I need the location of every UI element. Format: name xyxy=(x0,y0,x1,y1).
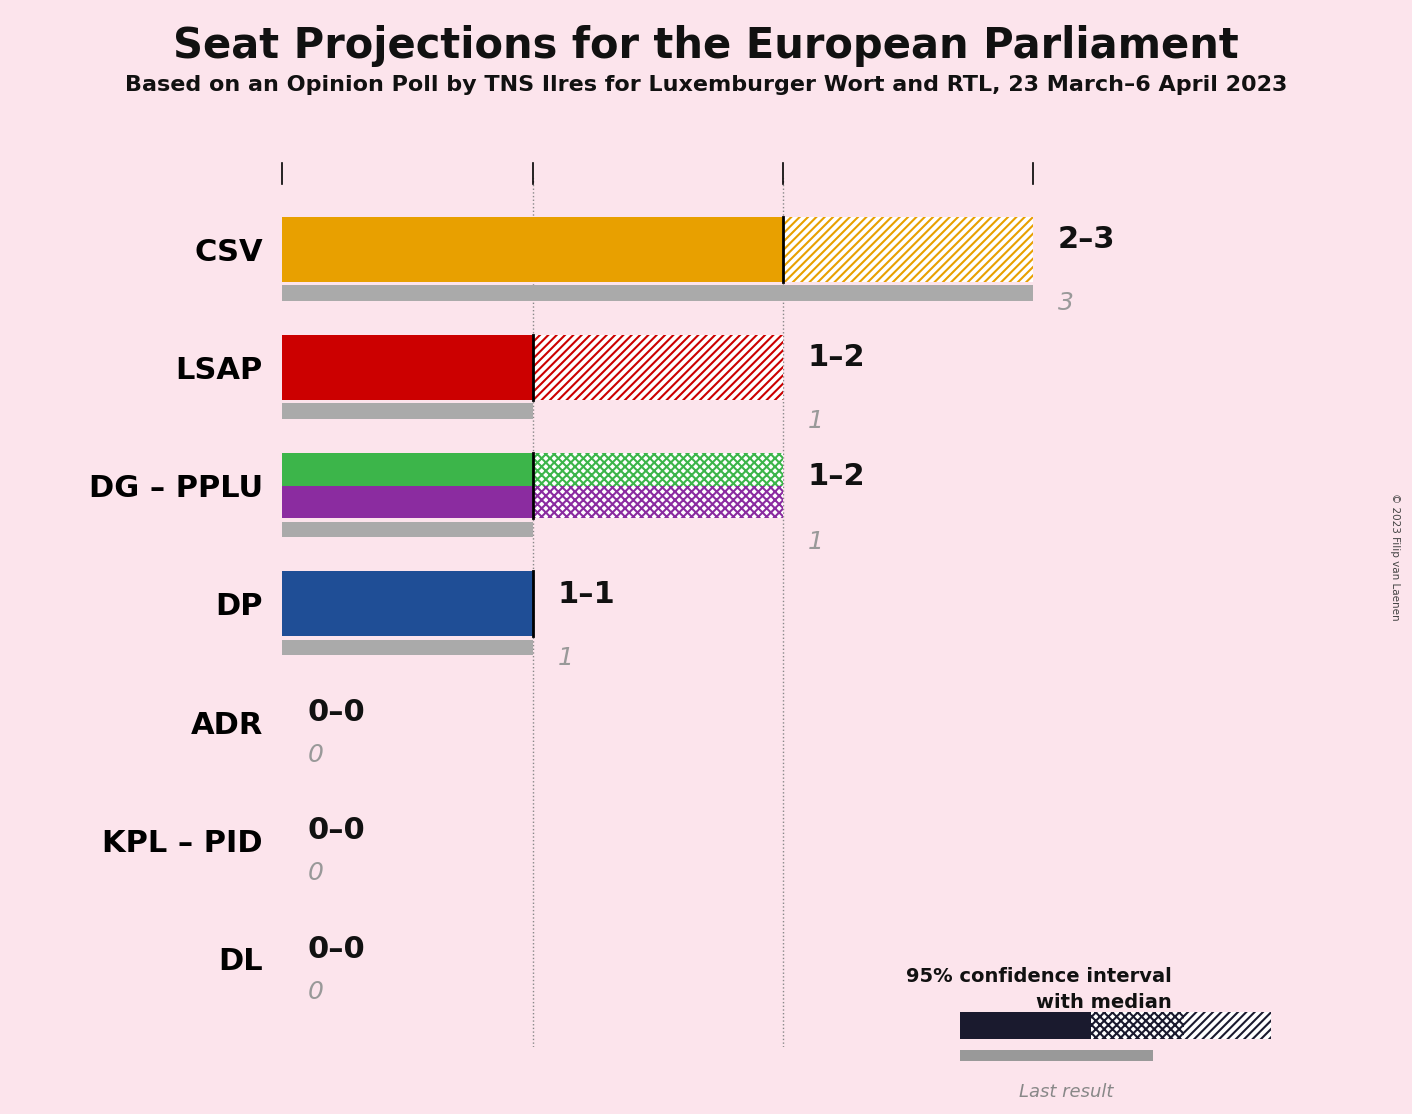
Text: 0–0: 0–0 xyxy=(308,935,366,964)
Bar xyxy=(1090,1012,1183,1039)
Bar xyxy=(532,453,782,486)
Bar xyxy=(532,486,782,518)
Bar xyxy=(532,453,782,486)
Bar xyxy=(282,335,532,400)
Text: Based on an Opinion Poll by TNS Ilres for Luxemburger Wort and RTL, 23 March–6 A: Based on an Opinion Poll by TNS Ilres fo… xyxy=(124,75,1288,95)
Bar xyxy=(532,486,782,518)
Text: 1–2: 1–2 xyxy=(808,461,866,490)
Bar xyxy=(1090,1012,1183,1039)
Text: 95% confidence interval: 95% confidence interval xyxy=(907,967,1172,986)
Text: with median: with median xyxy=(1036,993,1172,1012)
Text: 2–3: 2–3 xyxy=(1058,225,1115,254)
Bar xyxy=(960,1051,1152,1062)
Text: 0: 0 xyxy=(308,861,323,886)
Bar xyxy=(532,335,782,400)
Text: 0–0: 0–0 xyxy=(308,817,366,846)
Text: 1–1: 1–1 xyxy=(558,580,616,609)
Bar xyxy=(282,216,782,282)
Text: 1: 1 xyxy=(558,646,573,670)
Bar xyxy=(1183,1012,1271,1039)
Text: 1: 1 xyxy=(808,409,823,433)
Bar xyxy=(960,1012,1090,1039)
Text: 1–2: 1–2 xyxy=(808,343,866,372)
Bar xyxy=(282,571,532,636)
Text: 0: 0 xyxy=(308,743,323,768)
Text: © 2023 Filip van Laenen: © 2023 Filip van Laenen xyxy=(1389,494,1401,620)
Bar xyxy=(282,285,1032,301)
Bar xyxy=(782,216,1032,282)
Bar xyxy=(282,453,532,486)
Bar xyxy=(782,216,1032,282)
Bar xyxy=(282,521,532,537)
Text: 1: 1 xyxy=(808,530,823,554)
Bar xyxy=(282,639,532,655)
Text: 0: 0 xyxy=(308,979,323,1004)
Bar xyxy=(282,486,532,518)
Bar xyxy=(532,335,782,400)
Text: 0–0: 0–0 xyxy=(308,698,366,727)
Bar xyxy=(1183,1012,1271,1039)
Text: Seat Projections for the European Parliament: Seat Projections for the European Parlia… xyxy=(174,25,1238,67)
Text: Last result: Last result xyxy=(1019,1083,1113,1101)
Bar xyxy=(282,403,532,419)
Text: 3: 3 xyxy=(1058,291,1073,315)
